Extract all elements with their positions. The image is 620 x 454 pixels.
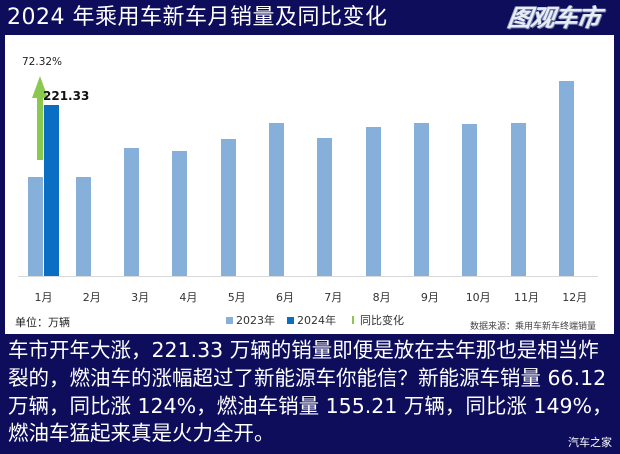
bar-2023-1 xyxy=(27,176,43,276)
data-source-label: 数据来源：乘用车新车终端销量 xyxy=(470,322,597,332)
x-axis-label: 4月 xyxy=(179,291,198,304)
bar-2023-7 xyxy=(317,138,333,276)
yoy-change-label: 72.32% xyxy=(22,56,63,68)
bar-2023-4 xyxy=(172,150,188,276)
x-axis-label: 1月 xyxy=(34,291,53,304)
x-axis-label: 7月 xyxy=(324,291,343,304)
x-axis-label: 12月 xyxy=(562,291,588,304)
legend-arrow-icon xyxy=(352,316,354,324)
x-axis-label: 2月 xyxy=(82,291,101,304)
unit-label: 单位：万辆 xyxy=(15,316,70,329)
bar-2023-6 xyxy=(269,123,284,276)
bar-2023-11 xyxy=(510,123,526,276)
legend-label-yoy: 同比变化 xyxy=(360,314,404,327)
legend-swatch-2023 xyxy=(226,316,233,324)
bar-2024-1 xyxy=(44,105,59,276)
x-axis-label: 11月 xyxy=(514,291,539,304)
bar-2023-5 xyxy=(220,139,236,276)
x-axis-label: 10月 xyxy=(465,291,491,304)
page-title: 2024 年乘用车新车月销量及同比变化 xyxy=(7,5,388,30)
bar-2023-2 xyxy=(75,177,91,276)
yoy-arrow-shaft xyxy=(37,97,43,160)
x-axis-label: 3月 xyxy=(131,291,150,304)
legend-item-2023: 2023年 xyxy=(226,312,275,328)
bar-2023-8 xyxy=(365,126,381,276)
chart-legend: 2023年 2024年 同比变化 xyxy=(226,312,416,328)
x-axis-line xyxy=(18,276,598,277)
x-axis-label: 8月 xyxy=(372,291,391,304)
legend-item-2024: 2024年 xyxy=(287,312,336,328)
bar-2023-3 xyxy=(124,147,140,276)
yoy-arrow-icon xyxy=(32,76,48,98)
commentary-paragraph: 车市开年大涨，221.33 万辆的销量即便是放在去年那也是相当炸裂的，燃油车的涨… xyxy=(8,338,613,446)
bar-chart: 72.32% 221.33 单位：万辆 2023年 2024年 同比变化 数据来… xyxy=(15,56,598,332)
jan-2024-value-label: 221.33 xyxy=(43,89,90,103)
x-axis-label: 9月 xyxy=(420,291,439,304)
watermark: 汽车之家 xyxy=(568,436,612,449)
legend-item-yoy: 同比变化 xyxy=(348,312,404,328)
bar-2023-10 xyxy=(462,124,478,276)
bar-2023-9 xyxy=(413,123,429,276)
bar-2023-12 xyxy=(558,80,574,276)
legend-swatch-2024 xyxy=(287,316,294,324)
x-axis-label: 5月 xyxy=(227,291,246,304)
x-axis-label: 6月 xyxy=(276,291,294,304)
legend-label-2023: 2023年 xyxy=(236,314,275,327)
legend-label-2024: 2024年 xyxy=(297,314,336,327)
